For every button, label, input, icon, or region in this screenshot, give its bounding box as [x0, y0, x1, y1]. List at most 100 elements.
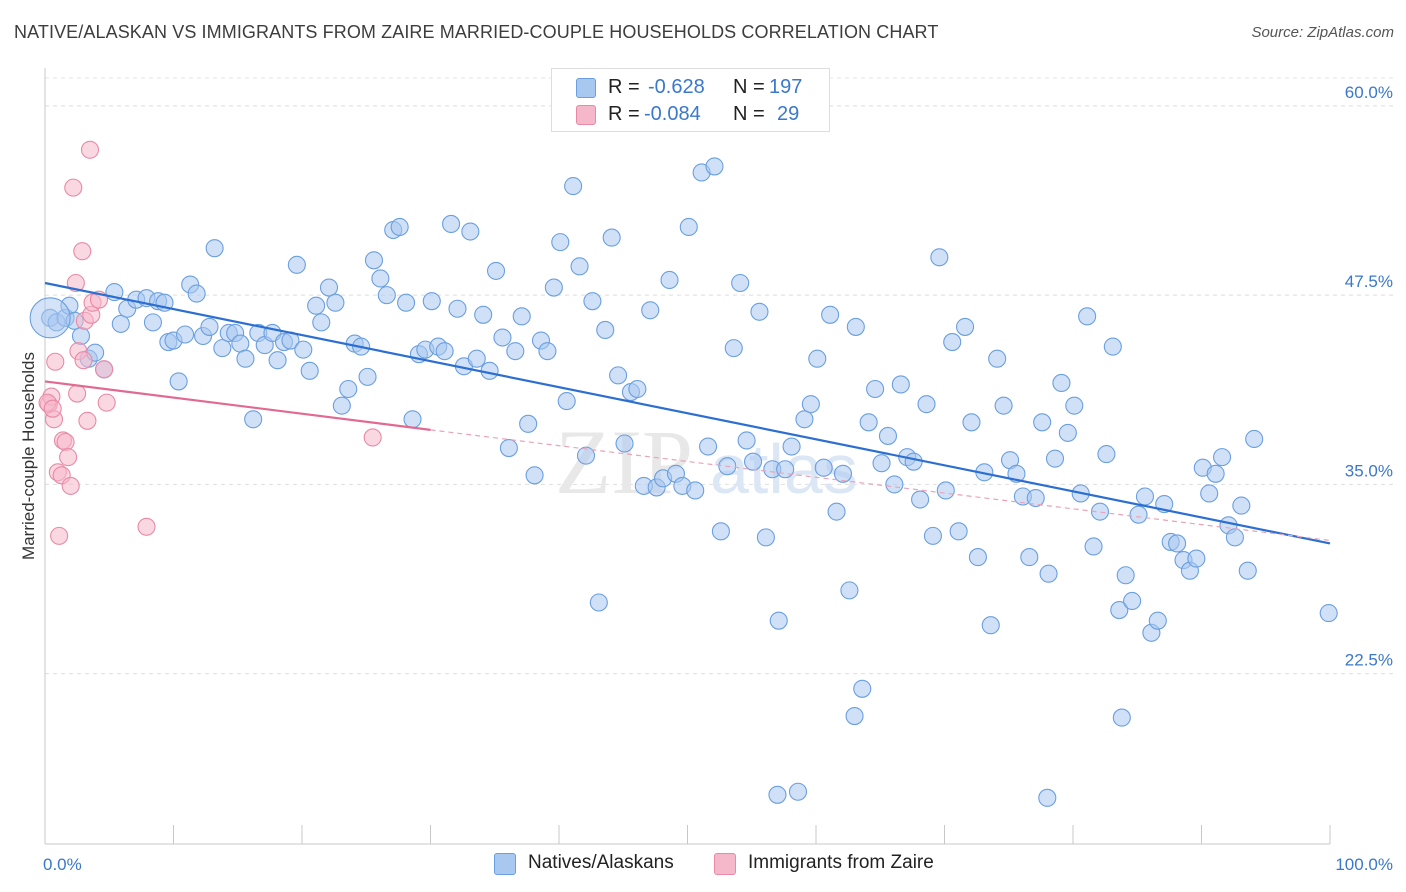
- legend-n-label: N =: [733, 103, 765, 125]
- zaire-point: [80, 140, 100, 159]
- y-axis-label: Married-couple Households: [19, 352, 38, 560]
- native-point: [358, 367, 377, 386]
- native-point: [756, 528, 775, 547]
- native-point: [1135, 487, 1155, 506]
- zaire-point: [68, 384, 87, 403]
- native-point: [917, 395, 936, 414]
- native-point: [377, 286, 396, 305]
- native-point: [1097, 445, 1116, 464]
- native-point: [422, 292, 441, 311]
- watermark-zip: ZIP: [555, 411, 693, 513]
- native-point: [169, 372, 188, 391]
- native-point: [1168, 534, 1187, 553]
- zaire-point: [363, 428, 382, 447]
- zaire-point: [59, 448, 78, 467]
- native-point: [988, 349, 1007, 368]
- native-point: [686, 481, 705, 500]
- zaire-point: [78, 411, 97, 430]
- native-point: [312, 313, 331, 332]
- native-point: [853, 679, 872, 698]
- legend-r-value: -0.084: [644, 103, 701, 125]
- native-point: [583, 292, 602, 311]
- native-point: [615, 434, 634, 453]
- native-point: [711, 522, 730, 541]
- native-point: [768, 785, 787, 804]
- native-point: [493, 328, 512, 347]
- native-point: [1232, 496, 1251, 515]
- y-tick-label: 35.0%: [1345, 461, 1393, 480]
- native-point: [904, 452, 923, 471]
- native-point: [1129, 505, 1148, 524]
- native-point: [699, 437, 718, 456]
- native-point: [200, 317, 219, 336]
- native-point: [731, 273, 750, 293]
- native-point: [878, 426, 898, 445]
- native-point: [602, 228, 621, 247]
- zaire-trend-line: [44, 380, 431, 431]
- x-tick-labels: 0.0% 100.0%: [43, 855, 1393, 874]
- native-point: [564, 177, 583, 196]
- native-point: [589, 593, 608, 612]
- correlation-legend: R = -0.628 N = 197 R = -0.084 N = 29: [551, 68, 830, 132]
- native-point: [705, 157, 724, 176]
- native-point: [750, 302, 769, 321]
- native-point: [911, 490, 930, 509]
- native-point: [994, 396, 1013, 415]
- native-point: [801, 395, 820, 414]
- native-point: [448, 299, 467, 318]
- native-point: [1038, 788, 1057, 807]
- native-trend-line: [44, 281, 1331, 545]
- zaire-point: [73, 242, 92, 261]
- zaire-point: [46, 352, 65, 371]
- y-tick-label: 22.5%: [1345, 651, 1393, 670]
- native-point: [1052, 373, 1071, 392]
- native-point: [319, 278, 339, 297]
- native-point: [176, 325, 195, 344]
- zaire-point: [66, 273, 85, 293]
- native-point-cluster: [29, 297, 71, 339]
- native-point: [364, 251, 384, 270]
- native-point: [300, 361, 319, 380]
- native-point: [596, 320, 615, 339]
- native-point: [557, 392, 576, 411]
- native-point: [1110, 601, 1129, 620]
- zaire-point: [56, 432, 75, 452]
- native-point: [737, 431, 756, 450]
- native-point: [551, 233, 570, 252]
- bottom-legend-label-natives: Natives/Alaskans: [528, 852, 674, 873]
- native-point: [743, 452, 763, 471]
- native-point: [461, 222, 480, 241]
- native-point: [930, 248, 949, 267]
- native-point: [71, 326, 91, 346]
- native-point: [1065, 396, 1084, 415]
- native-point: [936, 481, 955, 500]
- native-point: [307, 296, 326, 315]
- legend-n-label: N =: [733, 76, 765, 98]
- legend-swatch-natives: [576, 78, 596, 98]
- zaire-point: [95, 360, 114, 379]
- native-point: [981, 616, 1000, 635]
- zaire-point: [137, 517, 156, 536]
- native-point: [814, 458, 833, 477]
- native-point: [968, 548, 987, 567]
- native-point: [1225, 528, 1244, 547]
- native-point: [1238, 561, 1257, 580]
- bottom-legend-swatch-natives: [494, 853, 516, 875]
- native-point: [724, 339, 743, 358]
- y-tick-label: 60.0%: [1345, 83, 1393, 102]
- chart-title: NATIVE/ALASKAN VS IMMIGRANTS FROM ZAIRE …: [14, 22, 939, 42]
- native-point: [827, 502, 846, 521]
- native-point: [519, 414, 538, 433]
- native-point: [231, 334, 250, 353]
- native-point: [1039, 564, 1058, 583]
- native-point: [486, 261, 506, 280]
- native-point: [506, 342, 525, 361]
- native-point: [885, 475, 904, 494]
- legend-r-label: R =: [608, 103, 640, 125]
- native-point: [294, 340, 313, 359]
- x-tick-label: 0.0%: [43, 855, 82, 874]
- legend-r-label: R =: [608, 76, 640, 98]
- axes: [44, 68, 1331, 845]
- y-tick-labels: 22.5% 35.0% 47.5% 60.0%: [1345, 83, 1393, 670]
